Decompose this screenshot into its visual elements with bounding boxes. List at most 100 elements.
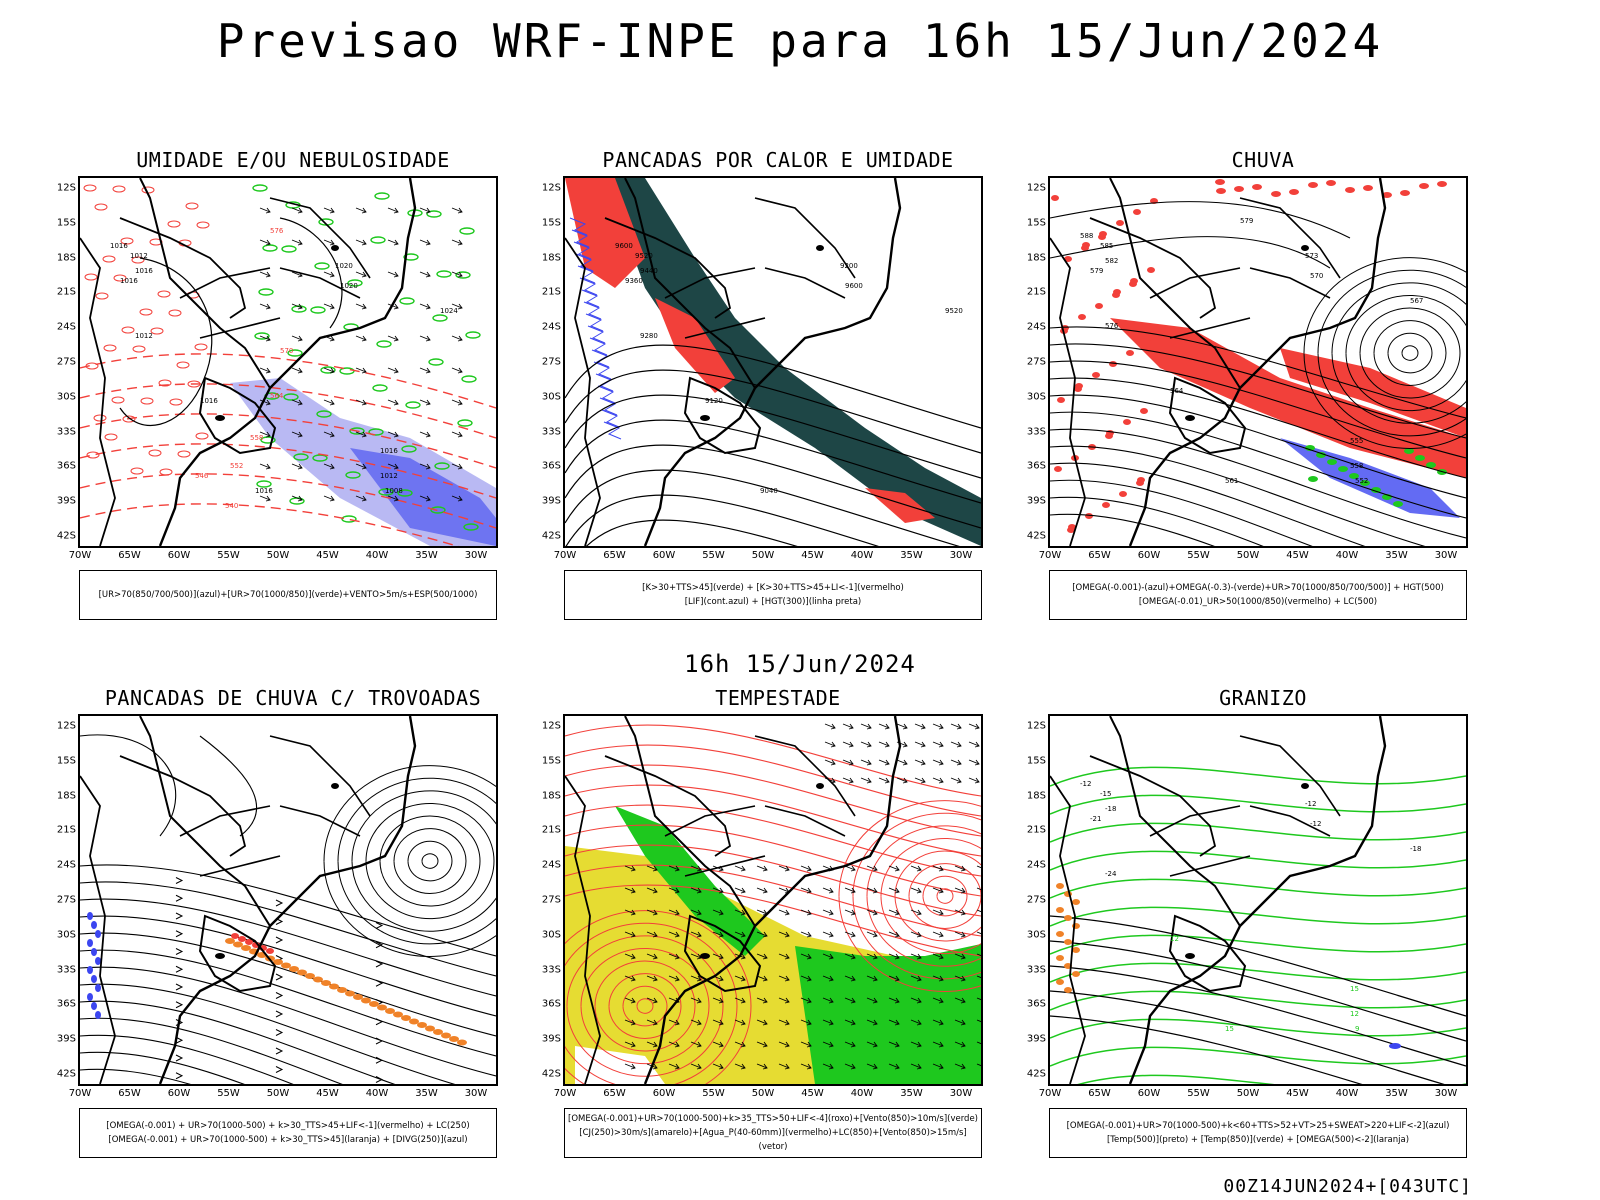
- wind-vector: [954, 909, 966, 916]
- lifted-index-contour: [587, 325, 606, 344]
- streamline-arrow: [175, 912, 184, 920]
- longitude-axis: 70W 65W 60W 55W 50W 45W 40W 35W 30W: [69, 550, 498, 564]
- circulation-contour: [351, 790, 496, 932]
- lagoon: [700, 953, 710, 959]
- circulation-contour: [1317, 269, 1466, 437]
- wind-vector: [624, 865, 636, 872]
- latitude-label: 36S: [1026, 460, 1046, 472]
- wind-vector: [778, 931, 790, 938]
- streamline: [80, 966, 496, 1077]
- convection-field-orange: [281, 962, 291, 969]
- wind-vector: [291, 431, 303, 438]
- wind-vector: [914, 777, 926, 784]
- streamline-arrow: [375, 979, 384, 987]
- latitude-label: 39S: [1026, 1033, 1046, 1045]
- latitude-label: 24S: [541, 321, 561, 333]
- wind-vector: [419, 207, 431, 214]
- wind-vector: [976, 997, 981, 1001]
- wind-vector: [822, 1019, 834, 1026]
- convection-field-orange: [241, 945, 251, 951]
- humidity-contour-green: [316, 410, 332, 418]
- cloud-contour-red: [102, 255, 116, 263]
- latitude-label: 33S: [541, 426, 561, 438]
- state-border: [684, 317, 766, 339]
- rain-field-red: [1105, 433, 1113, 439]
- longitude-label: 45W: [316, 550, 339, 561]
- streamline-arrow: [175, 877, 184, 884]
- panel-granizo: GRANIZO -12 -15 -18 -21 -24 -12 -12 -18 12 15 12 15 9…: [1026, 686, 1498, 1161]
- wind-vector: [734, 909, 746, 916]
- andes-border: [565, 237, 601, 546]
- wind-vector: [451, 463, 463, 470]
- wind-vector: [291, 303, 303, 310]
- contour-label: 9520: [635, 252, 653, 260]
- cloud-contour-red: [130, 467, 144, 475]
- hgt500-contour: [1050, 462, 1366, 546]
- longitude-label: 35W: [415, 550, 438, 561]
- wind-vector: [954, 931, 966, 938]
- legend-line: [UR>70(850/700/500)](azul)+[UR>70(1000/8…: [98, 590, 478, 600]
- streamline: [80, 898, 496, 997]
- omega-field-orange: [1064, 939, 1072, 945]
- contour-label: -18: [1410, 845, 1421, 853]
- contour-label: 1008: [385, 487, 403, 495]
- contour-label: 9: [1355, 1025, 1359, 1033]
- lifted-index-contour: [599, 397, 618, 416]
- contour-label: -24: [1105, 870, 1117, 878]
- cloud-contour-red: [93, 414, 107, 422]
- latitude-label: 21S: [1026, 286, 1046, 298]
- convection-field-red: [238, 936, 246, 942]
- lagoon: [700, 415, 710, 421]
- wind-vector: [932, 953, 944, 960]
- wind-vector: [822, 975, 834, 982]
- omega-field-orange: [1056, 931, 1064, 937]
- wind-vector: [690, 931, 702, 938]
- wind-vector: [624, 975, 636, 982]
- latitude-label: 42S: [56, 1068, 76, 1080]
- cloud-contour-red: [94, 203, 108, 211]
- rain-field-green: [1415, 455, 1425, 461]
- latitude-label: 36S: [1026, 998, 1046, 1010]
- wind-vector: [932, 865, 944, 872]
- latitude-label: 39S: [56, 495, 76, 507]
- longitude-label: 45W: [801, 1088, 824, 1099]
- wind-vector: [878, 777, 890, 784]
- humidity-contour-green: [291, 305, 307, 313]
- state-border: [1249, 805, 1331, 837]
- state-border: [179, 805, 271, 837]
- wind-vector: [860, 759, 872, 766]
- border-line: [1109, 178, 1241, 389]
- wind-vector: [323, 431, 335, 438]
- latitude-label: 24S: [56, 321, 76, 333]
- latitude-label: 21S: [56, 286, 76, 298]
- streamline-arrow: [275, 992, 284, 999]
- wind-vector: [888, 865, 900, 872]
- wind-vector: [756, 975, 768, 982]
- latitude-label: 42S: [1026, 1068, 1046, 1080]
- wind-vector: [323, 303, 335, 310]
- lifted-index-contour: [603, 421, 622, 440]
- hgt300-contour: [565, 469, 960, 546]
- rain-field-red: [1126, 350, 1134, 356]
- humidity-contour-green: [281, 245, 297, 253]
- latitude-label: 33S: [56, 964, 76, 976]
- wind-vector: [896, 759, 908, 766]
- latitude-label: 12S: [1026, 720, 1046, 732]
- rain-field-green: [1426, 462, 1436, 468]
- streamline-arrow: [375, 941, 384, 949]
- rain-field-red: [1143, 339, 1151, 345]
- border-line: [139, 716, 271, 927]
- humidity-contour-green: [339, 367, 355, 375]
- humidity-contour-green: [289, 497, 305, 505]
- wind-vector: [844, 975, 856, 982]
- humidity-contour-green: [403, 253, 419, 261]
- latitude-label: 12S: [1026, 182, 1046, 194]
- wind-vector: [878, 759, 890, 766]
- cloud-contour-red: [148, 449, 162, 457]
- lagoon: [215, 953, 225, 959]
- latitude-label: 33S: [541, 964, 561, 976]
- circulation-contour: [565, 910, 752, 1084]
- longitude-label: 60W: [167, 550, 191, 561]
- contour-label: 12: [1350, 1010, 1359, 1018]
